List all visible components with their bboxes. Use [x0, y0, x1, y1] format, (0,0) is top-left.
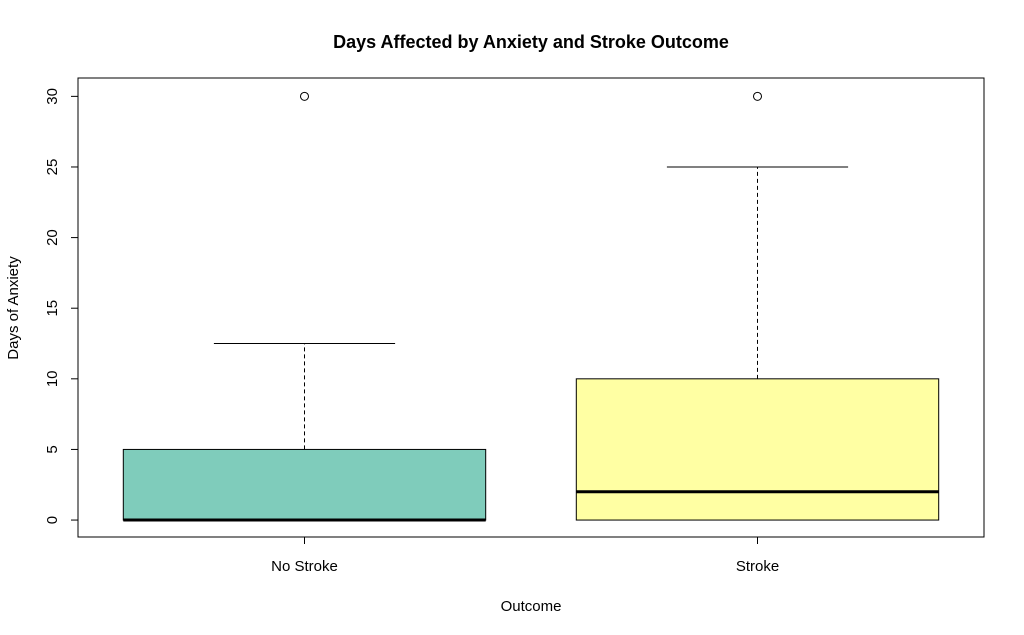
x-axis: No Stroke Stroke	[271, 536, 779, 575]
y-tick-label: 25	[44, 159, 61, 176]
box-iqr	[122, 448, 487, 521]
y-tick-label: 10	[44, 370, 61, 387]
box-group	[575, 91, 940, 521]
x-axis-label: Outcome	[501, 598, 562, 615]
box-iqr	[575, 378, 940, 521]
x-tick-label: Stroke	[736, 558, 779, 575]
outlier-point	[753, 91, 762, 101]
y-tick-label: 30	[44, 88, 61, 105]
x-tick-label: No Stroke	[271, 558, 338, 575]
y-tick-label: 5	[44, 445, 61, 453]
y-tick-label: 20	[44, 229, 61, 246]
chart-title: Days Affected by Anxiety and Stroke Outc…	[333, 32, 729, 52]
y-axis-label: Days of Anxiety	[5, 256, 22, 360]
box-group	[122, 91, 487, 522]
boxes	[122, 91, 940, 522]
y-axis: 0 5 10 15 20 25 30	[44, 88, 79, 524]
y-tick-label: 0	[44, 516, 61, 524]
outlier-point	[300, 91, 309, 101]
y-tick-label: 15	[44, 300, 61, 317]
